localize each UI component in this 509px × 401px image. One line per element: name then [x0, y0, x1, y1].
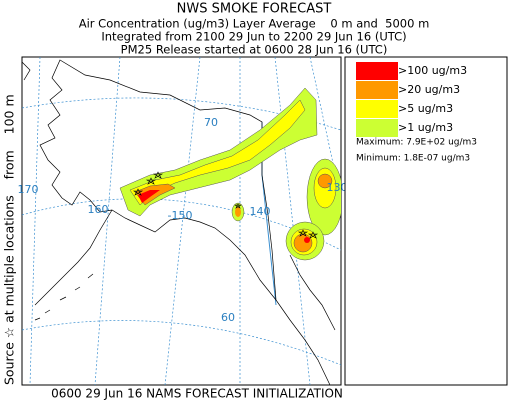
plume: [235, 207, 241, 217]
map-label: 70: [204, 116, 218, 129]
map-label: -150: [168, 209, 193, 222]
map-label: 130: [327, 181, 348, 194]
plume: [138, 190, 160, 203]
footer: 0600 29 Jun 16 NAMS FORECAST INITIALIZAT…: [51, 387, 343, 401]
legend-swatch: [356, 119, 398, 137]
map-label: 140: [250, 205, 271, 218]
graticule: [29, 57, 41, 385]
coastline: [275, 254, 336, 385]
source-label: Source ☆ at multiple locations from 100 …: [2, 94, 17, 385]
plume: [317, 173, 333, 189]
map-label: 170: [18, 183, 39, 196]
legend-label: >100 ug/m3: [398, 64, 467, 77]
subtitle: Air Concentration (ug/m3) Layer Average …: [79, 17, 430, 31]
legend-label: >1 ug/m3: [398, 121, 453, 134]
subtitle: PM25 Release started at 0600 28 Jun 16 (…: [121, 43, 388, 57]
graticule: [22, 320, 341, 366]
coastline: [34, 209, 113, 321]
plume: [293, 233, 313, 253]
subtitle: Integrated from 2100 29 Jun to 2200 29 J…: [101, 30, 406, 44]
map: 70 170 160 -150 140 130 60: [18, 56, 348, 386]
legend-swatch: [356, 100, 398, 118]
map-label: 160: [88, 203, 109, 216]
coastline: [22, 61, 31, 81]
source-markers: [132, 171, 319, 239]
legend: Maximum: 7.9E+02 ug/m3 Minimum: 1.8E-07 …: [344, 56, 508, 386]
legend-swatch: [356, 81, 398, 99]
graticule: [94, 57, 121, 385]
coastline: [39, 59, 277, 302]
legend-label: >20 ug/m3: [398, 83, 460, 96]
map-label: 60: [221, 311, 235, 324]
maximum: Maximum: 7.9E+02 ug/m3: [356, 138, 477, 148]
graticule: [22, 198, 341, 251]
plume: [129, 99, 306, 206]
graticule: [164, 57, 201, 385]
legend-swatch: [356, 62, 398, 80]
plume: [304, 237, 310, 243]
graticule: [274, 57, 311, 385]
legend-label: >5 ug/m3: [398, 102, 453, 115]
title: NWS SMOKE FORECAST: [177, 2, 332, 17]
minimum: Minimum: 1.8E-07 ug/m3: [356, 154, 470, 164]
